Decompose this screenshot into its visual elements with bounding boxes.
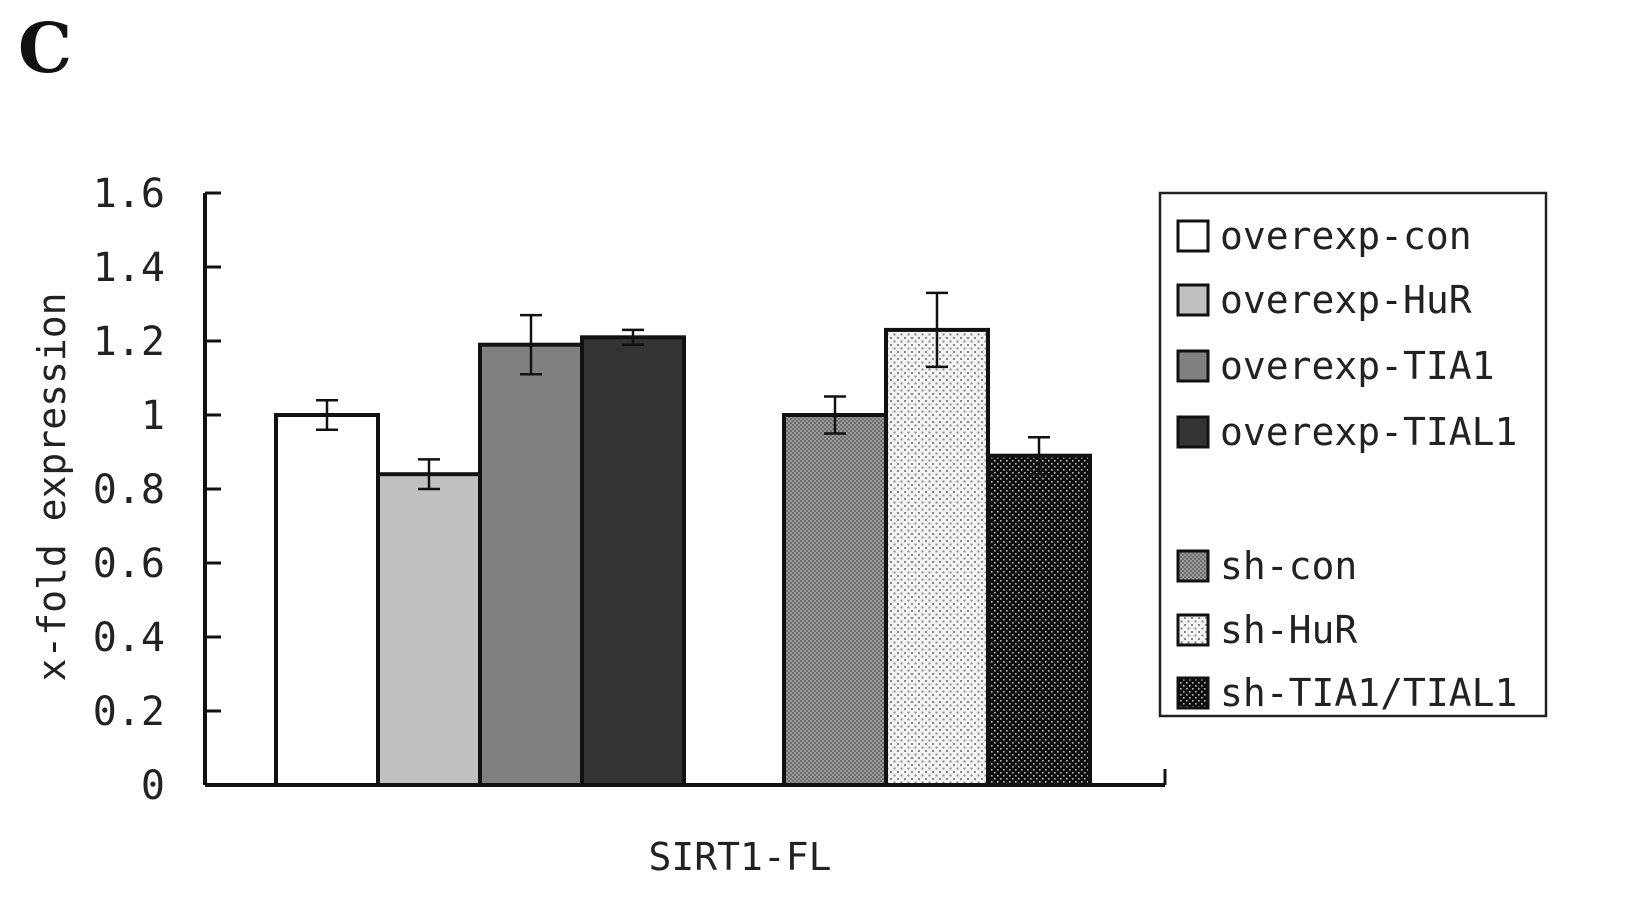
panel-label: C — [18, 9, 72, 89]
legend-swatch-sh-con — [1176, 549, 1210, 583]
legend-label-overexp-hur: overexp-HuR — [1220, 278, 1472, 322]
plot-area: 0 0.2 0.4 0.6 0.8 1 1.2 1.4 1.6 — [93, 171, 1167, 809]
y-tick-label: 1 — [141, 393, 165, 439]
legend-swatch-sh-hur — [1176, 613, 1210, 647]
legend-box — [1158, 191, 1548, 718]
legend-swatch-overexp-con — [1176, 219, 1210, 253]
y-tick-label: 0.8 — [93, 467, 165, 513]
legend-label-overexp-con: overexp-con — [1220, 214, 1472, 258]
y-tick-label: 1.6 — [93, 171, 165, 217]
legend-label-overexp-tial1: overexp-TIAL1 — [1220, 410, 1517, 454]
bar-overexp-tial1 — [580, 335, 686, 787]
legend-swatch-overexp-tia1 — [1176, 349, 1210, 383]
y-tick-label: 0.4 — [93, 615, 165, 661]
legend-label-sh-con: sh-con — [1220, 544, 1357, 588]
legend-swatch-sh-tia1-tial1 — [1176, 676, 1210, 710]
legend-label-sh-tia1-tial1: sh-TIA1/TIAL1 — [1220, 671, 1517, 715]
legend-label-sh-hur: sh-HuR — [1220, 608, 1357, 652]
y-tick-label: 0.6 — [93, 541, 165, 587]
bar-overexp-tia1 — [478, 342, 584, 787]
y-tick-label: 0 — [141, 763, 165, 809]
legend-swatch-overexp-tial1 — [1176, 415, 1210, 449]
y-tick-label: 0.2 — [93, 689, 165, 735]
legend: overexp-con overexp-HuR overexp-TIA1 overex… — [1158, 191, 1548, 718]
y-tick-label: 1.2 — [93, 319, 165, 365]
bar-overexp-hur — [376, 472, 482, 787]
bar-sh-con — [782, 413, 888, 787]
legend-label-overexp-tia1: overexp-TIA1 — [1220, 344, 1495, 388]
y-tick-label: 1.4 — [93, 245, 165, 291]
bar-overexp-con — [274, 413, 380, 787]
legend-swatch-overexp-hur — [1176, 283, 1210, 317]
bar-sh-tia1-tial1 — [986, 453, 1092, 787]
bar-sh-hur — [884, 327, 990, 787]
y-axis-title: x-fold expression — [30, 293, 74, 682]
x-category-label: SIRT1-FL — [648, 835, 831, 879]
